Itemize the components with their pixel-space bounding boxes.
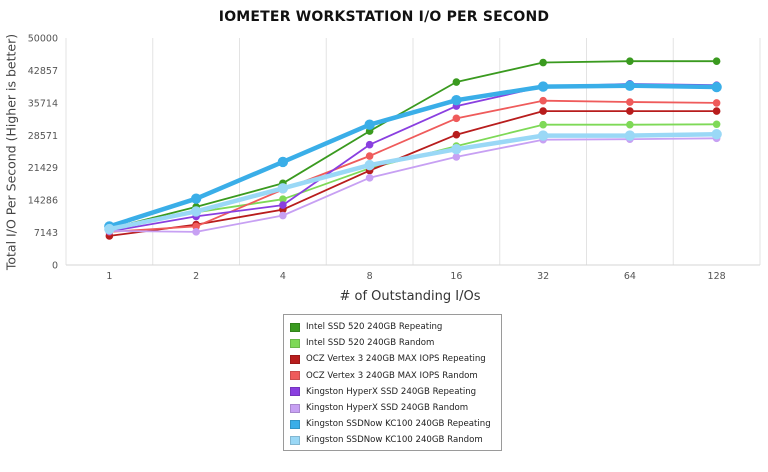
series-line xyxy=(108,110,718,237)
data-point xyxy=(626,107,634,115)
data-point xyxy=(279,211,287,220)
x-tick-label: 32 xyxy=(537,271,549,282)
data-point xyxy=(624,130,636,141)
x-tick-labels: 1 2 4 8 16 32 64 128 xyxy=(106,271,725,282)
legend-item: Intel SSD 520 240GB Repeating xyxy=(290,319,495,335)
y-tick-label: 42857 xyxy=(28,66,58,77)
legend-label: OCZ Vertex 3 240GB MAX IOPS Repeating xyxy=(306,354,486,365)
data-point xyxy=(190,206,202,217)
x-tick-label: 128 xyxy=(708,271,726,282)
data-point xyxy=(451,94,462,106)
chart-title: IOMETER WORKSTATION I/O PER SECOND xyxy=(218,9,550,25)
data-point xyxy=(451,144,462,155)
y-tick-label: 28571 xyxy=(28,131,58,142)
y-tick-label: 21429 xyxy=(28,163,58,174)
series-7 xyxy=(104,129,722,235)
data-point xyxy=(192,228,200,236)
data-point xyxy=(626,98,634,106)
data-point xyxy=(364,159,375,171)
data-point xyxy=(624,80,636,91)
x-tick-label: 64 xyxy=(624,271,636,282)
data-point xyxy=(190,193,202,204)
x-tick-label: 4 xyxy=(280,271,286,282)
legend-item: Kingston HyperX SSD 240GB Repeating xyxy=(290,384,495,400)
legend-swatch xyxy=(290,419,300,429)
data-point xyxy=(712,99,721,107)
data-point xyxy=(712,107,721,115)
series-line xyxy=(108,60,718,230)
data-point xyxy=(365,152,374,160)
data-point xyxy=(277,183,289,194)
data-point xyxy=(192,222,200,231)
legend-item: OCZ Vertex 3 240GB MAX IOPS Random xyxy=(290,368,495,384)
data-point xyxy=(712,57,721,65)
y-tick-label: 14286 xyxy=(28,196,58,207)
series-6 xyxy=(104,80,722,232)
data-point xyxy=(364,119,375,130)
legend-item: Kingston SSDNow KC100 240GB Repeating xyxy=(290,416,495,432)
y-tick-label: 0 xyxy=(52,261,58,272)
data-point xyxy=(365,140,374,149)
series-line xyxy=(108,99,718,233)
series-lines xyxy=(104,57,722,240)
x-tick-label: 16 xyxy=(450,271,462,282)
data-point xyxy=(279,195,287,203)
x-tick-label: 1 xyxy=(106,271,112,282)
data-point xyxy=(279,201,287,209)
legend-label: Intel SSD 520 240GB Repeating xyxy=(306,322,443,333)
series-line xyxy=(108,137,718,233)
data-point xyxy=(452,114,461,123)
x-axis-label: # of Outstanding I/Os xyxy=(339,289,481,304)
y-tick-label: 50000 xyxy=(28,34,58,45)
y-tick-labels: 0 7143 14286 21429 28571 35714 42857 50000 xyxy=(28,34,58,272)
data-point xyxy=(626,57,634,65)
x-tick-label: 2 xyxy=(193,271,199,282)
x-tick-label: 8 xyxy=(367,271,373,282)
legend: Intel SSD 520 240GB Repeating Intel SSD 5… xyxy=(283,314,502,451)
legend-swatch xyxy=(290,387,300,397)
data-point xyxy=(452,130,461,139)
data-point xyxy=(712,120,721,129)
data-point xyxy=(539,96,547,105)
data-point xyxy=(277,156,289,168)
data-point xyxy=(537,81,549,92)
legend-label: Kingston HyperX SSD 240GB Random xyxy=(306,403,469,414)
grid-lines xyxy=(65,38,761,266)
legend-label: Kingston SSDNow KC100 240GB Repeating xyxy=(306,419,491,430)
data-point xyxy=(711,81,722,93)
data-point xyxy=(539,58,547,67)
series-line xyxy=(107,83,719,229)
legend-label: Kingston SSDNow KC100 240GB Random xyxy=(306,435,483,446)
legend-item: OCZ Vertex 3 240GB MAX IOPS Repeating xyxy=(290,351,495,367)
data-point xyxy=(452,153,461,161)
data-point xyxy=(365,174,374,182)
data-point xyxy=(626,120,634,129)
data-point xyxy=(452,78,461,86)
legend-label: OCZ Vertex 3 240GB MAX IOPS Random xyxy=(306,370,478,381)
data-point xyxy=(539,107,547,115)
data-point xyxy=(537,130,549,141)
legend-swatch xyxy=(290,354,300,364)
legend-label: Intel SSD 520 240GB Random xyxy=(306,338,435,349)
data-point xyxy=(711,129,722,140)
legend-label: Kingston HyperX SSD 240GB Repeating xyxy=(306,386,477,397)
y-tick-label: 7143 xyxy=(34,228,58,239)
legend-swatch xyxy=(290,371,300,381)
legend-swatch xyxy=(290,403,300,413)
legend-swatch xyxy=(290,435,300,445)
data-point xyxy=(539,120,547,129)
series-line xyxy=(107,131,719,232)
y-tick-label: 35714 xyxy=(28,98,58,109)
legend-item: Intel SSD 520 240GB Random xyxy=(290,335,495,351)
legend-item: Kingston HyperX SSD 240GB Random xyxy=(290,400,495,416)
legend-swatch xyxy=(290,322,300,332)
legend-item: Kingston SSDNow KC100 240GB Random xyxy=(290,432,495,448)
legend-swatch xyxy=(290,338,300,348)
data-point xyxy=(104,223,115,235)
